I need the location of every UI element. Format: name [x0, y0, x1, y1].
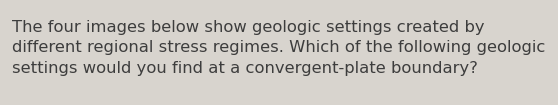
Text: The four images below show geologic settings created by
different regional stres: The four images below show geologic sett… — [12, 20, 545, 76]
